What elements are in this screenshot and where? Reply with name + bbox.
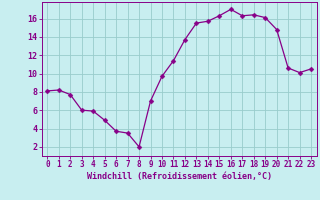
X-axis label: Windchill (Refroidissement éolien,°C): Windchill (Refroidissement éolien,°C) (87, 172, 272, 181)
